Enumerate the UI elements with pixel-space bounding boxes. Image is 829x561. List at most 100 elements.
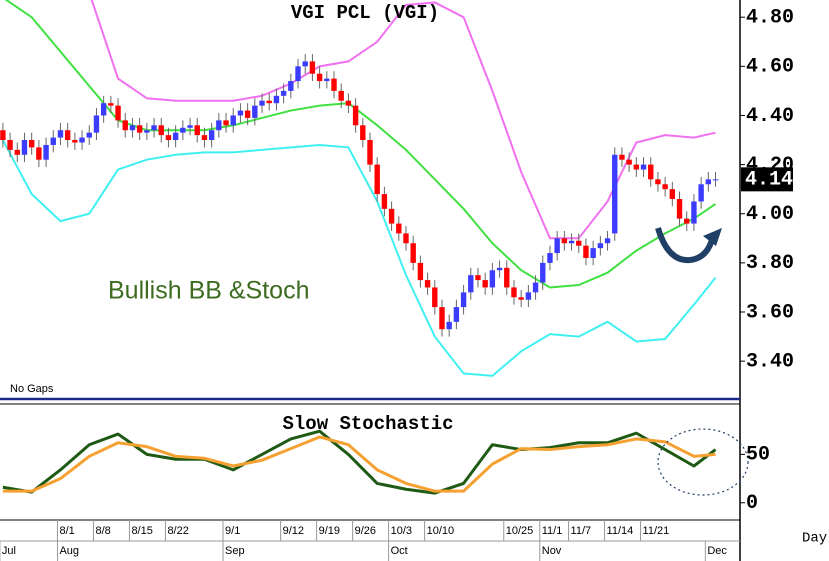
y-tick-label: 4.00 (746, 203, 794, 226)
candle-body (554, 238, 560, 254)
bollinger-band (1, 139, 717, 377)
candle-body (201, 135, 208, 141)
candle-body (604, 238, 611, 244)
candle-body (266, 100, 272, 104)
candle-body (597, 243, 604, 249)
candle-body (489, 270, 496, 288)
candle-body (345, 100, 352, 106)
candle-body (446, 321, 452, 330)
stochastic-title: Slow Stochastic (282, 413, 453, 435)
candle-body (640, 164, 647, 170)
candle-body (518, 297, 524, 300)
candle-body (568, 240, 575, 244)
y-tick-label: 4.80 (746, 6, 794, 29)
axes (0, 0, 741, 561)
price-panel (0, 0, 719, 377)
candle-body (100, 103, 107, 116)
candle-body (655, 179, 661, 185)
stochastic-panel (2, 429, 717, 495)
candle-body (64, 130, 71, 141)
candle-body (57, 130, 64, 138)
last-price-tag (741, 167, 793, 192)
month-label: Nov (542, 545, 562, 557)
candle-body (244, 110, 251, 118)
candle-body (158, 125, 164, 136)
candle-body (216, 120, 222, 131)
candle-body (187, 125, 193, 128)
y-tick-label: 0 (746, 492, 758, 515)
candle-body (79, 137, 85, 143)
candle-body (439, 307, 445, 330)
month-label: Aug (59, 545, 79, 557)
x-tick-label: 9/12 (283, 525, 304, 537)
y-tick-label: 50 (746, 444, 770, 467)
candle-body (108, 103, 114, 106)
candle-body (676, 199, 683, 219)
y-tick-label: 4.60 (746, 56, 794, 79)
candle-body (230, 115, 236, 126)
candle-body (576, 240, 582, 246)
candle-body (7, 140, 13, 150)
candle-body (223, 120, 229, 126)
candle-body (669, 189, 676, 199)
x-tick-label: 8/1 (59, 525, 74, 537)
x-axis-label: Day (802, 531, 827, 547)
candle-body (93, 115, 100, 133)
candle-body (122, 120, 128, 131)
x-tick-label: 8/8 (95, 525, 110, 537)
candle-body (432, 287, 438, 308)
candle-body (115, 105, 121, 121)
candle-body (316, 73, 323, 82)
candle-body (172, 132, 179, 141)
candle-body (468, 275, 474, 293)
candle-body (50, 137, 56, 145)
candle-body (36, 147, 42, 160)
candle-body (691, 201, 697, 224)
candle-body (86, 132, 92, 138)
month-label: Oct (391, 545, 408, 557)
candle-body (482, 280, 488, 288)
candle-body (684, 218, 690, 224)
candle-body (612, 154, 618, 234)
candle-body (504, 267, 510, 288)
candle-body (252, 105, 258, 118)
candle-body (151, 125, 157, 131)
candle-body (14, 149, 20, 155)
candle-body (388, 208, 395, 224)
curved-arrow (655, 227, 716, 264)
candle-body (475, 275, 481, 281)
candle-body (648, 164, 654, 180)
stochastic-line (2, 435, 716, 493)
x-tick-label: 11/21 (643, 525, 670, 537)
x-tick-label: 11/7 (571, 525, 592, 537)
candle-body (547, 253, 553, 263)
candle-body (237, 110, 244, 116)
candle-body (374, 164, 380, 195)
candle-body (208, 130, 215, 141)
x-tick-label: 8/15 (131, 525, 152, 537)
candle-body (0, 130, 6, 141)
candle-body (583, 245, 589, 258)
candle-body (381, 194, 388, 209)
candle-body (396, 223, 402, 234)
candle-body (590, 248, 596, 258)
candle-body (410, 243, 416, 263)
x-tick-label: 11/1 (542, 525, 563, 537)
candle-body (338, 90, 344, 101)
candle-body (21, 140, 28, 155)
candle-body (72, 140, 78, 143)
candle-body (619, 154, 625, 160)
candle-body (136, 125, 143, 133)
candle-body (367, 140, 373, 165)
candle-body (295, 66, 301, 82)
candle-body (259, 100, 265, 106)
candle-body (424, 280, 431, 288)
candle-body (561, 238, 568, 244)
candle-body (626, 159, 632, 165)
candle-body (532, 282, 539, 293)
candle-body (352, 105, 359, 126)
candle-body (43, 144, 49, 160)
candle-body (309, 61, 316, 74)
x-tick-label: 8/22 (167, 525, 188, 537)
